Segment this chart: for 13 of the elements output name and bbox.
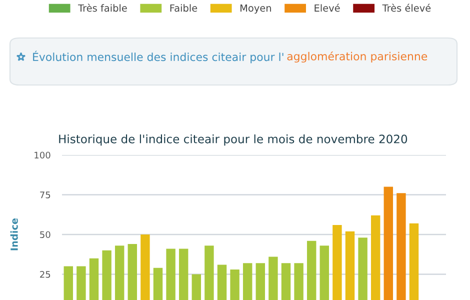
legend-label: Faible: [170, 4, 198, 12]
text: Évolution mensuelle des indices citeair pour l': [33, 50, 284, 64]
y-axis-title: Indice: [10, 218, 18, 250]
y-tick-label: 25: [40, 270, 50, 278]
y-tick-label: 50: [40, 231, 50, 238]
y-tick-label: 75: [40, 192, 50, 198]
legend-label: Moyen: [240, 4, 271, 14]
text: agglomération parisienne: [287, 51, 428, 63]
chart-title: Historique de l'indice citeair pour le mois de novembre 2020: [59, 134, 408, 146]
legend-label: Elevé: [314, 4, 340, 12]
legend-label: Très élevé: [382, 4, 431, 12]
legend-label: Très faible: [78, 4, 127, 12]
y-tick-label: 100: [34, 152, 50, 159]
